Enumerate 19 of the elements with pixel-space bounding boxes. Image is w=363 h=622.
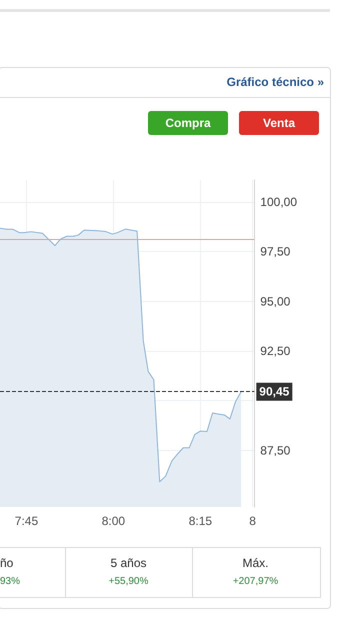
text: +207,97%	[232, 576, 280, 587]
ref-line-label: 90,45	[259, 384, 290, 399]
y-tick-label: 100,00	[260, 194, 298, 209]
x-tick-label: 8:00	[102, 514, 126, 528]
text: +55,90%	[108, 576, 150, 587]
text: 5 años	[109, 556, 148, 570]
text: Máx.	[241, 556, 270, 570]
text: ño	[0, 556, 14, 570]
text: 93%	[0, 576, 22, 587]
y-tick-label: 87,50	[260, 443, 291, 458]
x-tick-label: 7:45	[14, 514, 38, 528]
y-tick-label: 92,50	[260, 344, 291, 358]
y-tick-label: 97,50	[260, 244, 291, 259]
text: Gráfico técnico »	[226, 75, 324, 89]
x-tick-label: 8	[249, 514, 256, 528]
text: Compra	[148, 111, 228, 135]
x-tick-label: 8:15	[188, 514, 212, 528]
y-tick-label: 95,00	[260, 294, 291, 308]
text: Venta	[239, 111, 319, 135]
